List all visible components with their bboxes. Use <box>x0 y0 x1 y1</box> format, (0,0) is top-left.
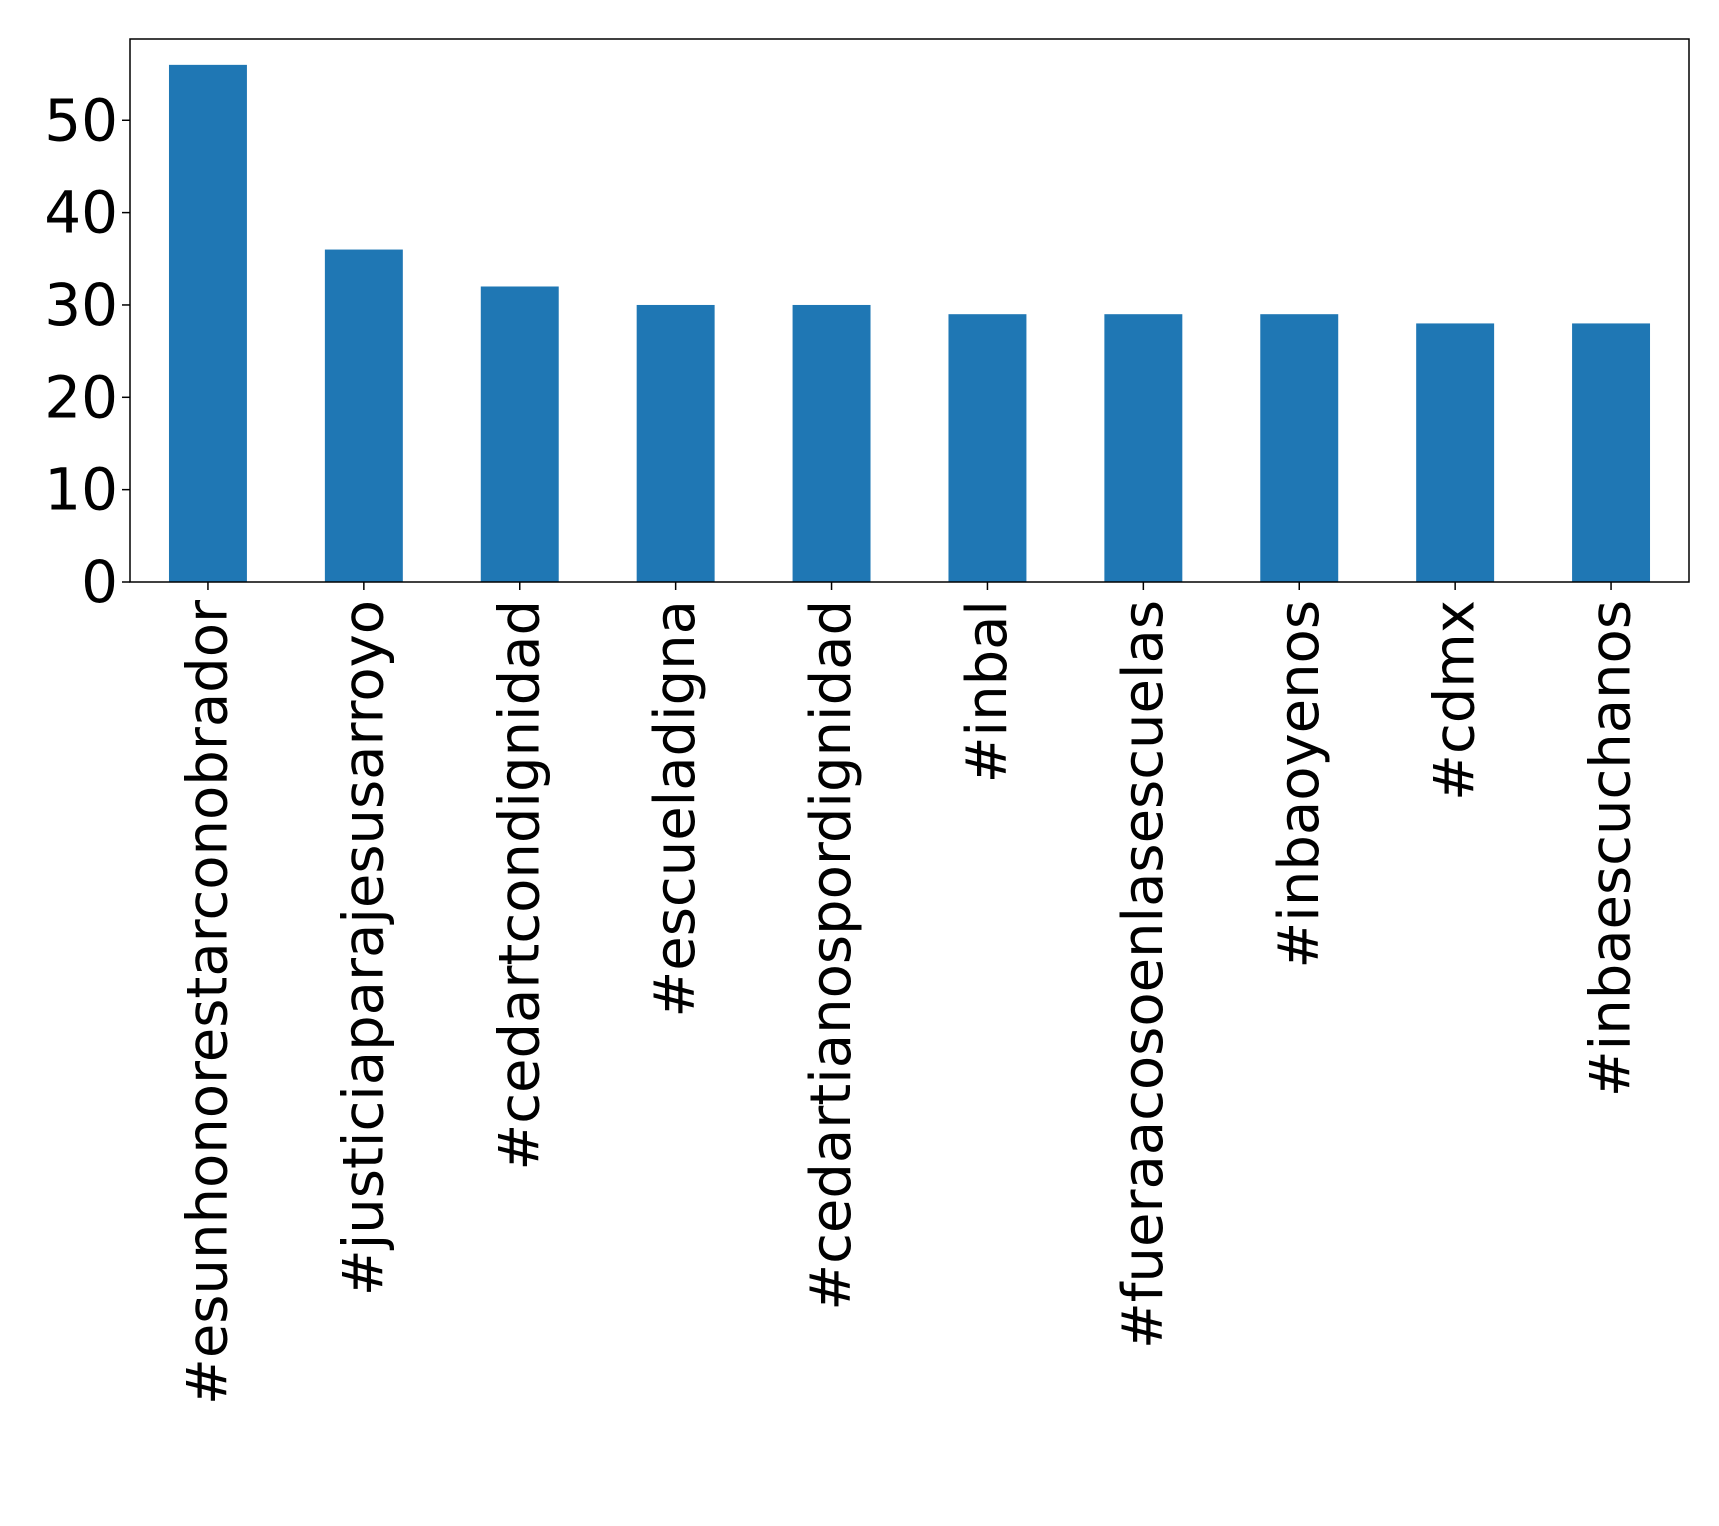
x-tick-label: #inbaoyenos <box>1267 600 1332 969</box>
x-tick-label: #cedartcondignidad <box>487 600 552 1171</box>
bar <box>168 64 247 583</box>
x-tick-label: #inbal <box>955 600 1020 783</box>
x-tick-label: #fueraacosoenlasescuelas <box>1111 600 1176 1349</box>
bar <box>1104 314 1183 582</box>
x-tick-label: #cdmx <box>1423 600 1488 801</box>
bar <box>1260 314 1339 582</box>
bar <box>480 286 559 582</box>
x-tick-label: #inbaescuchanos <box>1579 600 1644 1097</box>
y-axis: 0 10 20 30 40 50 <box>44 86 130 616</box>
x-axis: #esunhonorestarconobrador #justiciaparaje… <box>175 582 1644 1405</box>
x-tick-label: #esunhonorestarconobrador <box>175 599 240 1405</box>
bar <box>1416 323 1495 582</box>
bar <box>792 304 871 582</box>
bars-group <box>168 64 1651 583</box>
plot-frame <box>129 38 1690 583</box>
y-tick-label: 40 <box>44 179 118 247</box>
x-tick-label: #justiciaparajesusarroyo <box>331 600 396 1296</box>
y-tick-label: 50 <box>44 86 118 154</box>
bar <box>1572 323 1651 582</box>
y-tick-label: 10 <box>44 456 118 524</box>
x-tick-label: #cedartianospordignidad <box>799 600 864 1311</box>
y-tick-label: 20 <box>44 363 118 431</box>
y-tick-label: 0 <box>81 548 118 616</box>
bar <box>324 249 403 582</box>
y-tick-label: 30 <box>44 271 118 339</box>
bar <box>948 314 1027 582</box>
x-tick-label: #escueladigna <box>643 600 708 1018</box>
bar <box>636 304 715 582</box>
